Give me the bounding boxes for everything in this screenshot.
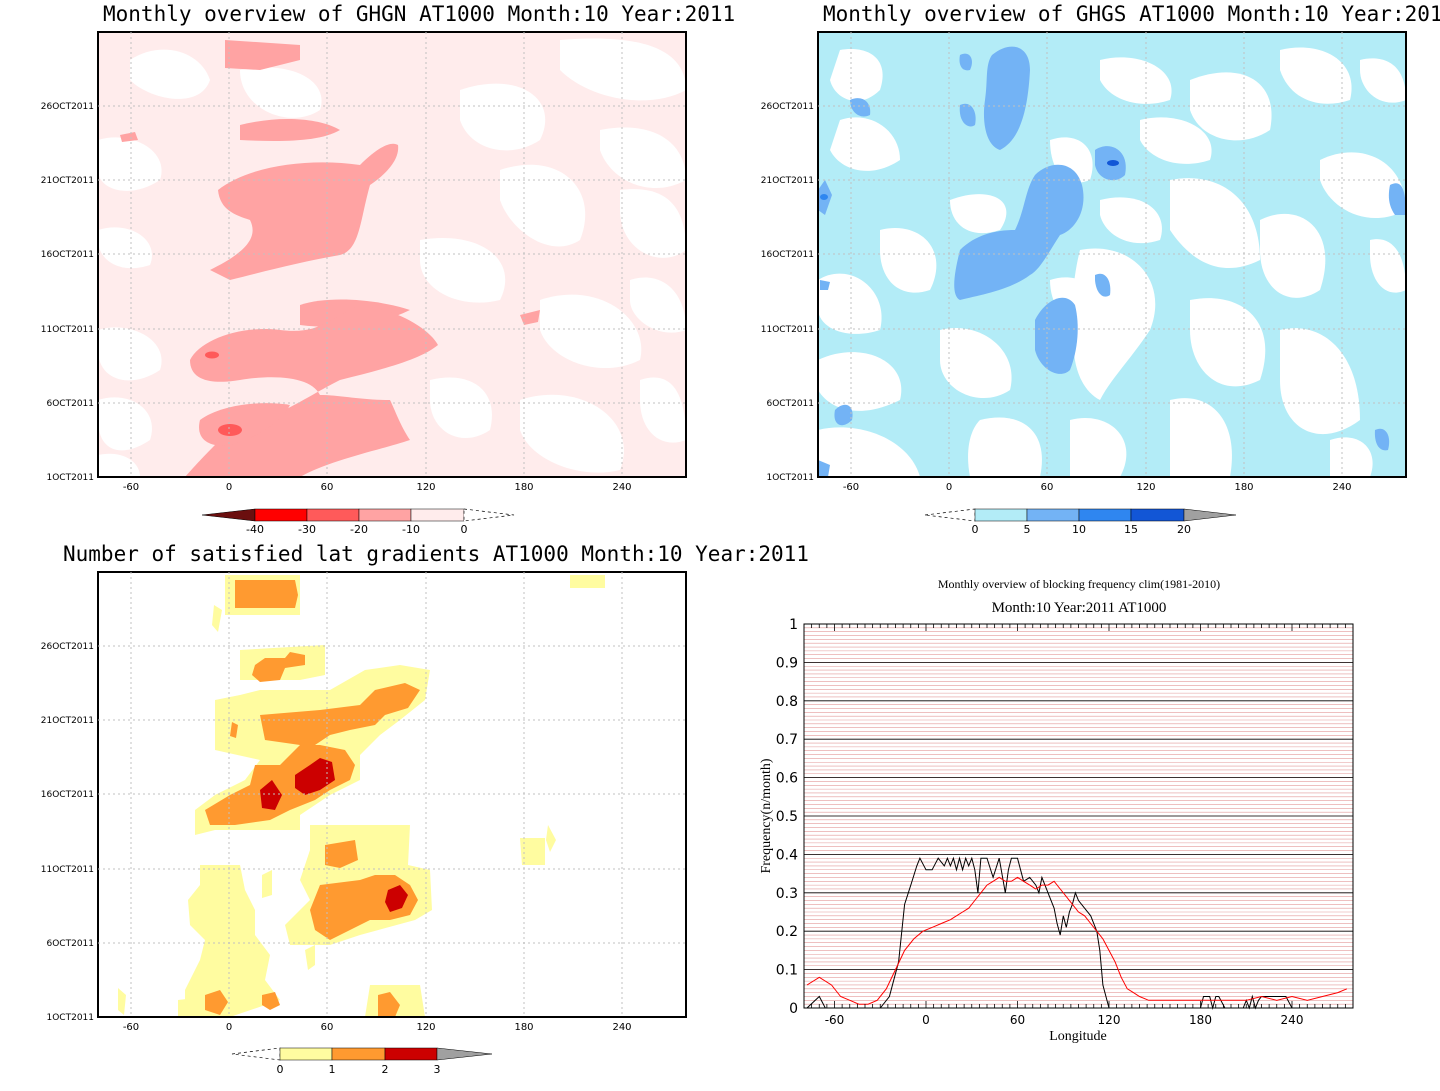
ghgn-lon-label: -60	[123, 482, 139, 493]
gradients-colorbar-label: 1	[329, 1063, 336, 1076]
blocking-x-tick-label: 0	[922, 1013, 930, 1027]
blocking-y-tick-label: 0.1	[776, 963, 798, 979]
ghgs-date-label: 26OCT2011	[761, 102, 814, 112]
gradients-colorbar-label: 3	[434, 1063, 441, 1076]
blocking-y-tick-label: 0.4	[776, 847, 798, 863]
ghgn-colorbar-label: -20	[350, 523, 368, 536]
gradients-date-label: 26OCT2011	[41, 642, 94, 652]
ghgn-date-label: 1OCT2011	[47, 473, 95, 483]
gradients-lon-label: 120	[416, 1022, 435, 1033]
ghgs-colorbar-label: 0	[972, 523, 979, 536]
blocking-ylabel: Frequency(n/month)	[759, 758, 774, 873]
blocking-series-line-black	[806, 856, 1353, 1010]
blocking-grid	[804, 623, 1353, 1005]
ghgn-panel: Monthly overview of GHGN AT1000 Month:10…	[0, 0, 735, 545]
gradients-lon-label: 60	[321, 1022, 334, 1033]
gradients-date-label: 1OCT2011	[47, 1013, 95, 1023]
gradients-colorbar-label: 2	[382, 1063, 389, 1076]
ghgn-colorbar: -40 -30 -20 -10 0	[201, 508, 515, 536]
blocking-x-tick-label: -60	[825, 1013, 845, 1027]
ghgs-date-label: 21OCT2011	[761, 176, 814, 186]
ghgs-lon-label: 120	[1136, 482, 1155, 493]
ghgs-date-label: 1OCT2011	[767, 473, 815, 483]
gradients-lon-label: 240	[612, 1022, 631, 1033]
gradients-date-label: 21OCT2011	[41, 716, 94, 726]
gradients-date-label: 11OCT2011	[41, 865, 94, 875]
ghgs-lon-label: 180	[1234, 482, 1253, 493]
gradients-date-label: 6OCT2011	[47, 939, 95, 949]
ghgs-lon-label: 60	[1041, 482, 1054, 493]
ghgn-colorbar-label: 0	[461, 523, 468, 536]
ghgs-colorbar-label: 20	[1177, 523, 1191, 536]
blocking-y-tick-label: 0.5	[776, 809, 798, 825]
gradients-title: Number of satisfied lat gradients AT1000…	[63, 542, 809, 566]
blocking-y-tick-label: 0	[789, 1001, 798, 1017]
ghgn-lon-label: 120	[416, 482, 435, 493]
ghgs-lon-label: 0	[946, 482, 952, 493]
blocking-y-tick-label: 0.8	[776, 694, 798, 710]
ghgn-title: Monthly overview of GHGN AT1000 Month:10…	[103, 2, 736, 26]
blocking-y-tick-label: 0.2	[776, 924, 798, 940]
ghgs-panel: Monthly overview of GHGS AT1000 Month:10…	[720, 0, 1440, 545]
blocking-x-tick-label: 180	[1189, 1013, 1212, 1027]
blocking-y-tick-label: 0.7	[776, 732, 798, 748]
ghgn-date-label: 6OCT2011	[47, 399, 95, 409]
ghgn-colorbar-label: -10	[402, 523, 420, 536]
ghgs-lon-label: -60	[843, 482, 859, 493]
blocking-panel: Monthly overview of blocking frequency c…	[720, 560, 1440, 1091]
ghgn-lon-label: 180	[514, 482, 533, 493]
ghgs-date-label: 6OCT2011	[767, 399, 815, 409]
gradients-lon-label: -60	[123, 1022, 139, 1033]
blocking-x-ticks: -60 0 60 120 180 240	[803, 624, 1354, 1027]
blocking-x-tick-label: 240	[1281, 1013, 1304, 1027]
blocking-chart: Monthly overview of blocking frequency c…	[759, 577, 1354, 1044]
blocking-y-tick-label: 0.6	[776, 771, 798, 787]
ghgn-colorbar-label: -30	[298, 523, 316, 536]
blocking-subtitle: Month:10 Year:2011 AT1000	[992, 600, 1167, 616]
ghgn-map: 26OCT2011 21OCT2011 16OCT2011 11OCT2011 …	[41, 31, 687, 536]
gradients-lon-label: 180	[514, 1022, 533, 1033]
ghgn-date-label: 26OCT2011	[41, 102, 94, 112]
ghgn-lon-label: 0	[226, 482, 232, 493]
blocking-y-tick-label: 1	[789, 617, 798, 633]
blocking-y-ticks: 0 0.1 0.2 0.3 0.4 0.5 0.6 0.7 0.8 0.9 1	[776, 617, 798, 1017]
ghgn-date-label: 11OCT2011	[41, 325, 94, 335]
ghgn-lon-label: 240	[612, 482, 631, 493]
ghgs-colorbar-label: 10	[1072, 523, 1086, 536]
blocking-y-tick-label: 0.3	[776, 886, 798, 902]
ghgn-colorbar-label: -40	[246, 523, 264, 536]
gradients-colorbar-label: 0	[277, 1063, 284, 1076]
blocking-title: Monthly overview of blocking frequency c…	[938, 577, 1220, 591]
ghgn-lon-label: 60	[321, 482, 334, 493]
gradients-panel: Number of satisfied lat gradients AT1000…	[0, 540, 809, 1091]
gradients-date-label: 16OCT2011	[41, 790, 94, 800]
ghgs-map: 26OCT2011 21OCT2011 16OCT2011 11OCT2011 …	[761, 31, 1407, 536]
ghgs-colorbar-label: 15	[1124, 523, 1138, 536]
ghgn-date-label: 16OCT2011	[41, 250, 94, 260]
blocking-y-tick-label: 0.9	[776, 655, 798, 671]
gradients-map: 26OCT2011 21OCT2011 16OCT2011 11OCT2011 …	[41, 571, 687, 1076]
gradients-colorbar: 0 1 2 3	[231, 1047, 493, 1076]
blocking-series-line-red	[806, 876, 1348, 1005]
blocking-x-tick-label: 120	[1098, 1013, 1121, 1027]
blocking-x-tick-label: 60	[1010, 1013, 1025, 1027]
blocking-series	[806, 856, 1353, 1010]
ghgs-lon-label: 240	[1332, 482, 1351, 493]
ghgs-title: Monthly overview of GHGS AT1000 Month:10…	[823, 2, 1440, 26]
gradients-lon-label: 0	[226, 1022, 232, 1033]
ghgs-colorbar: 0 5 10 15 20	[924, 508, 1237, 536]
blocking-xlabel: Longitude	[1049, 1029, 1107, 1044]
ghgs-colorbar-label: 5	[1024, 523, 1031, 536]
ghgs-date-label: 16OCT2011	[761, 250, 814, 260]
ghgs-date-label: 11OCT2011	[761, 325, 814, 335]
ghgn-date-label: 21OCT2011	[41, 176, 94, 186]
